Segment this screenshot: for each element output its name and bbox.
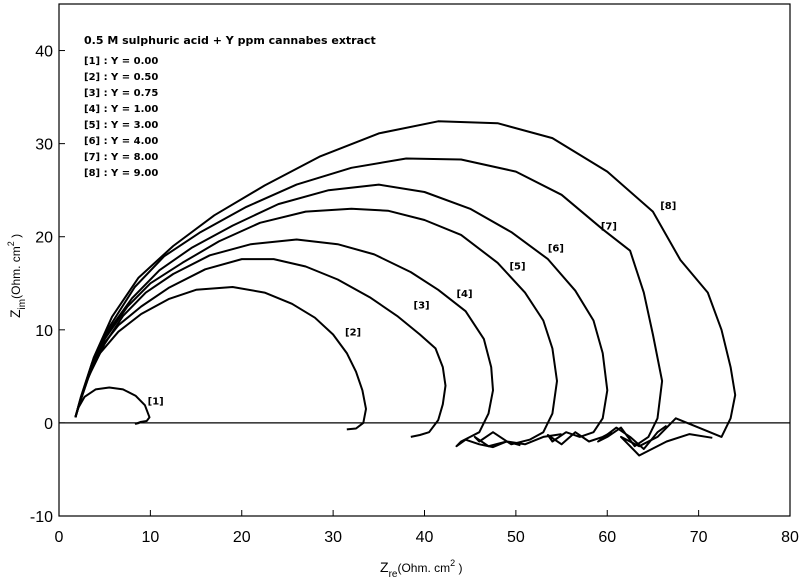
x-tick-label: 0 [55,529,64,546]
x-axis-title-main: Z [380,559,389,575]
series-line-1 [74,386,151,425]
y-tick-label: 20 [35,230,53,247]
legend-entry-5: [5] : Y = 3.00 [84,120,158,131]
y-axis-title-unit: (Ohm. cm [9,246,23,299]
series-line-6 [74,183,613,446]
x-tick-label: 60 [598,529,616,546]
y-axis-title-main: Z [7,309,23,318]
x-tick-label: 30 [324,529,342,546]
series-line-4 [74,238,521,449]
series-label-5: [5] [509,261,525,272]
legend: 0.5 M sulphuric acid + Y ppm cannabes ex… [84,34,376,179]
x-axis-title-unit: (Ohm. cm [397,561,450,575]
x-tick-label: 40 [416,529,434,546]
legend-entry-1: [1] : Y = 0.00 [84,56,158,67]
series-line-7 [74,157,668,450]
series-label-2: [2] [345,327,361,338]
legend-entry-8: [8] : Y = 9.00 [84,168,158,179]
legend-entry-7: [7] : Y = 8.00 [84,152,158,163]
x-axis-title: Zre(Ohm. cm2 ) [380,558,463,580]
y-tick-label: 0 [44,416,53,433]
legend-entry-2: [2] : Y = 0.50 [84,72,158,83]
x-tick-label: 20 [233,529,251,546]
series-line-8 [74,120,737,457]
x-tick-label: 80 [781,529,799,546]
x-tick-label: 70 [690,529,708,546]
x-axis-title-sub: re [389,569,398,580]
series-label-4: [4] [456,289,472,300]
y-tick-label: 30 [35,137,53,154]
legend-title: 0.5 M sulphuric acid + Y ppm cannabes ex… [84,34,376,47]
series-line-5 [74,207,562,448]
x-tick-label: 10 [141,529,159,546]
y-axis-title: Zim(Ohm. cm2 ) [6,234,28,318]
legend-entry-6: [6] : Y = 4.00 [84,136,158,147]
y-tick-label: 40 [35,44,53,61]
x-tick-label: 50 [507,529,525,546]
series-label-7: [7] [601,221,617,232]
series-line-3 [74,258,447,438]
legend-entry-4: [4] : Y = 1.00 [84,104,158,115]
y-axis-title-sub: im [17,299,28,310]
series-label-8: [8] [660,201,676,212]
series-line-2 [74,286,367,431]
series-label-6: [6] [548,244,564,255]
y-axis-title-sup: 2 [6,241,16,246]
series-labels: [1] [2] [3] [4] [5] [6] [7] [8] [148,201,677,407]
legend-entry-3: [3] : Y = 0.75 [84,88,158,99]
x-axis-title-sup: 2 [450,558,455,568]
x-axis-title-close: ) [455,561,462,575]
y-tick-label: 10 [35,323,53,340]
series-label-3: [3] [414,300,430,311]
y-axis-title-close: ) [9,234,23,241]
y-tick-label: -10 [30,509,53,526]
series-group [74,120,737,457]
series-label-1: [1] [148,396,164,407]
